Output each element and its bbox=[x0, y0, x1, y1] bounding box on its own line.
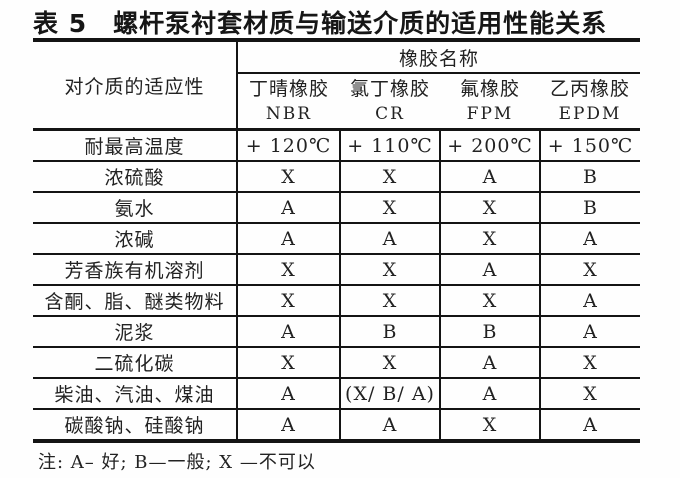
row-label: 二硫化碳 bbox=[33, 346, 238, 378]
cell-value: A bbox=[538, 408, 641, 441]
cell-value: A bbox=[439, 377, 540, 409]
cell-value: A bbox=[237, 377, 340, 409]
table-row: 泥浆 A B B A bbox=[33, 315, 641, 347]
row-label: 柴油、汽油、煤油 bbox=[33, 377, 238, 409]
cell-value: A bbox=[538, 284, 641, 316]
cell-value: A bbox=[237, 191, 340, 223]
table-title: 表 5 螺杆泵衬套材质与输送介质的适用性能关系 bbox=[33, 9, 608, 38]
media-compatibility-table: 对介质的适应性 橡胶名称 丁晴橡胶 NBR 氯丁橡胶 CR 氟橡胶 FPM 乙丙… bbox=[33, 38, 641, 443]
table-row: 含酮、脂、醚类物料 X X X A bbox=[33, 284, 641, 316]
cell-value: X bbox=[439, 222, 540, 254]
table-row: 浓碱 A A X A bbox=[33, 222, 641, 254]
column-abbr: NBR bbox=[265, 104, 313, 124]
cell-value: X bbox=[439, 191, 540, 223]
cell-value: X bbox=[237, 253, 340, 285]
cell-value: A bbox=[538, 222, 641, 254]
rubber-group-header: 橡胶名称 bbox=[237, 40, 641, 74]
row-label: 碳酸钠、硅酸钠 bbox=[33, 408, 238, 441]
cell-value: + 120℃ bbox=[245, 134, 332, 157]
cell-value: A bbox=[237, 408, 340, 441]
cell-value: X bbox=[339, 253, 440, 285]
cell-value: X bbox=[439, 284, 540, 316]
table-row: 氨水 A X X B bbox=[33, 191, 641, 223]
cell-value: (X/ B/ A) bbox=[339, 377, 440, 409]
cell-value: A bbox=[339, 408, 440, 441]
header-names-row: 丁晴橡胶 NBR 氯丁橡胶 CR 氟橡胶 FPM 乙丙橡胶 EPDM bbox=[33, 73, 640, 130]
table-row: 浓硫酸 X X A B bbox=[33, 160, 641, 192]
row-label: 耐最高温度 bbox=[33, 129, 238, 161]
row-label: 含酮、脂、醚类物料 bbox=[33, 284, 238, 316]
column-header-nbr: 丁晴橡胶 NBR bbox=[237, 73, 340, 130]
cell-value: X bbox=[237, 160, 340, 192]
column-abbr: EPDM bbox=[558, 104, 622, 124]
cell-value: + 200℃ bbox=[439, 129, 540, 161]
cell-value: X bbox=[339, 284, 440, 316]
header-group-row: 对介质的适应性 橡胶名称 bbox=[33, 40, 641, 130]
cell-value: A bbox=[439, 346, 540, 378]
table-row: 芳香族有机溶剂 X X A X bbox=[33, 253, 641, 285]
column-name: 乙丙橡胶 bbox=[550, 78, 631, 100]
cell-value: X bbox=[538, 377, 641, 409]
row-label: 浓碱 bbox=[33, 222, 238, 254]
table-row: 二硫化碳 X X A X bbox=[33, 346, 641, 378]
cell-value: B bbox=[339, 315, 440, 347]
cell-value: X bbox=[339, 160, 440, 192]
column-header-cr: 氯丁橡胶 CR bbox=[340, 73, 440, 130]
row-label: 泥浆 bbox=[33, 315, 238, 347]
cell-value: X bbox=[439, 408, 540, 441]
column-name: 氟橡胶 bbox=[459, 78, 520, 100]
table-row: 耐最高温度 + 120℃ + 110℃ + 200℃ + 150℃ bbox=[33, 129, 641, 161]
cell-value: A bbox=[439, 253, 540, 285]
column-abbr: CR bbox=[375, 104, 405, 124]
cell-value: B bbox=[538, 160, 641, 192]
cell-value: + 150℃ bbox=[538, 129, 641, 161]
column-abbr: FPM bbox=[466, 104, 514, 124]
column-name: 丁晴橡胶 bbox=[248, 78, 329, 100]
cell-value: A bbox=[538, 315, 641, 347]
column-header-fpm: 氟橡胶 FPM bbox=[440, 73, 540, 130]
cell-value: X bbox=[538, 253, 641, 285]
cell-value: A bbox=[339, 222, 440, 254]
cell-value: + 110℃ bbox=[339, 129, 440, 161]
cell-value: X bbox=[237, 346, 340, 378]
cell-value: A bbox=[237, 222, 340, 254]
cell-value: X bbox=[538, 346, 641, 378]
cell-value: B bbox=[439, 315, 540, 347]
cell-value: X bbox=[237, 284, 340, 316]
cell-value: A bbox=[439, 160, 540, 192]
cell-value: X bbox=[339, 346, 440, 378]
legend-note: 注: A– 好; B—一般; X —不可以 bbox=[38, 452, 316, 473]
cell-value: A bbox=[237, 315, 340, 347]
row-label: 浓硫酸 bbox=[33, 160, 238, 192]
column-name: 氯丁橡胶 bbox=[349, 78, 430, 100]
table-row: 柴油、汽油、煤油 A (X/ B/ A) A X bbox=[33, 377, 641, 409]
column-header-epdm: 乙丙橡胶 EPDM bbox=[540, 73, 640, 130]
row-label: 氨水 bbox=[33, 191, 238, 223]
row-label: 芳香族有机溶剂 bbox=[33, 253, 238, 285]
cell-value: B bbox=[538, 191, 641, 223]
table-row: 碳酸钠、硅酸钠 A A X A bbox=[33, 408, 641, 441]
corner-header: 对介质的适应性 bbox=[33, 40, 238, 130]
cell-value: X bbox=[339, 191, 440, 223]
